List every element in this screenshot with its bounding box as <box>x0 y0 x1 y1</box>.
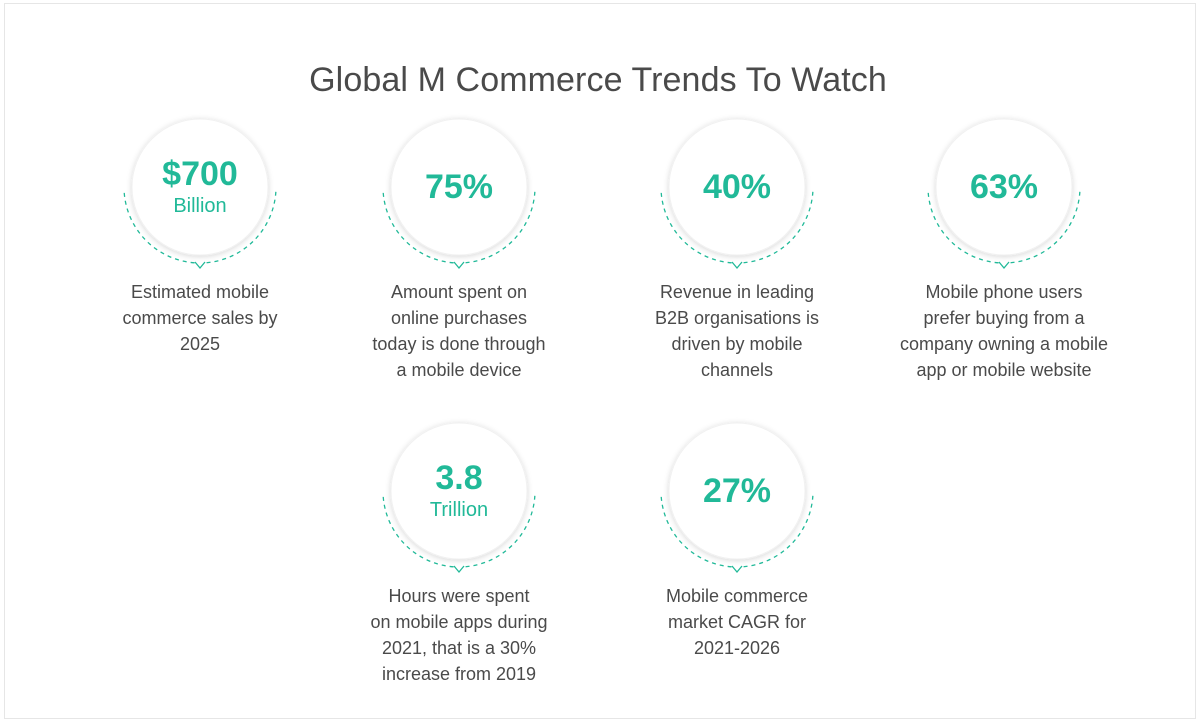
stat-description-line: today is done through <box>372 334 546 354</box>
stat-badge: 40% <box>657 113 817 273</box>
stat-description-line: prefer buying from a <box>923 308 1085 328</box>
stat-description-line: Mobile commerce <box>665 586 809 606</box>
stat-description: Estimated mobile commerce sales by 2025 <box>70 279 330 357</box>
stat-card: $700 Billion Estimated mobile commerce s… <box>70 113 330 403</box>
stat-description: Hours were spent on mobile apps during 2… <box>329 583 589 687</box>
stat-description-line: online purchases <box>390 308 528 328</box>
stat-description-line: channels <box>700 360 774 380</box>
stat-badge: 63% <box>924 113 1084 273</box>
stat-card: 63% Mobile phone users prefer buying fro… <box>874 113 1134 403</box>
infographic-frame <box>4 3 1196 719</box>
stat-description: Mobile phone users prefer buying from a … <box>874 279 1134 383</box>
stat-badge: 75% <box>379 113 539 273</box>
badge-ring-icon <box>382 118 536 270</box>
badge-ring-icon <box>660 422 814 574</box>
stat-value: 75% <box>424 168 494 206</box>
stat-value: 40% <box>702 168 772 206</box>
stat-description-line: a mobile device <box>396 360 522 380</box>
stat-description-line: Revenue in leading <box>659 282 815 302</box>
stat-description-line: Amount spent on <box>390 282 528 302</box>
stat-card: 75% Amount spent on online purchases tod… <box>329 113 589 403</box>
stat-description-line: B2B organisations is <box>654 308 820 328</box>
badge-ring-icon <box>123 118 277 270</box>
stat-value: $700 <box>162 155 238 193</box>
stat-description-line: Mobile phone users <box>925 282 1083 302</box>
stat-unit: Billion <box>173 195 227 217</box>
stat-description-line: 2021, that is a 30% <box>381 638 537 658</box>
stat-description-line: market CAGR for <box>667 612 807 632</box>
stat-description-line: company owning a mobile <box>899 334 1109 354</box>
stat-card: 27% Mobile commerce market CAGR for 2021… <box>607 417 867 707</box>
stat-description-line: on mobile apps during <box>370 612 548 632</box>
stat-value: 3.8 <box>435 459 483 497</box>
stat-description-line: increase from 2019 <box>381 664 537 684</box>
stat-badge: 27% <box>657 417 817 577</box>
stat-card: 3.8 Trillion Hours were spent on mobile … <box>329 417 589 707</box>
stat-description-line: 2025 <box>179 334 221 354</box>
stat-description-line: Hours were spent <box>388 586 530 606</box>
badge-ring-icon <box>660 118 814 270</box>
stat-description-line: commerce sales by <box>122 308 278 328</box>
stat-badge: $700 Billion <box>120 113 280 273</box>
stat-description: Amount spent on online purchases today i… <box>329 279 589 383</box>
stat-value: 63% <box>969 168 1039 206</box>
stat-unit: Trillion <box>429 499 489 521</box>
page-title: Global M Commerce Trends To Watch <box>309 60 887 99</box>
stat-description: Revenue in leading B2B organisations is … <box>607 279 867 383</box>
stat-description-line: 2021-2026 <box>693 638 781 658</box>
stat-description: Mobile commerce market CAGR for 2021-202… <box>607 583 867 661</box>
stat-description-line: Estimated mobile <box>130 282 270 302</box>
stat-badge: 3.8 Trillion <box>379 417 539 577</box>
badge-ring-icon <box>382 422 536 574</box>
badge-ring-icon <box>927 118 1081 270</box>
stat-value: 27% <box>702 472 772 510</box>
stat-description-line: driven by mobile <box>671 334 803 354</box>
stat-card: 40% Revenue in leading B2B organisations… <box>607 113 867 403</box>
stat-description-line: app or mobile website <box>916 360 1092 380</box>
